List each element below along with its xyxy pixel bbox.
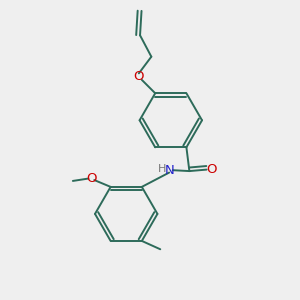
Text: O: O — [134, 70, 144, 83]
Text: O: O — [206, 163, 217, 176]
Text: O: O — [86, 172, 97, 185]
Text: N: N — [165, 164, 174, 177]
Text: H: H — [158, 164, 166, 174]
